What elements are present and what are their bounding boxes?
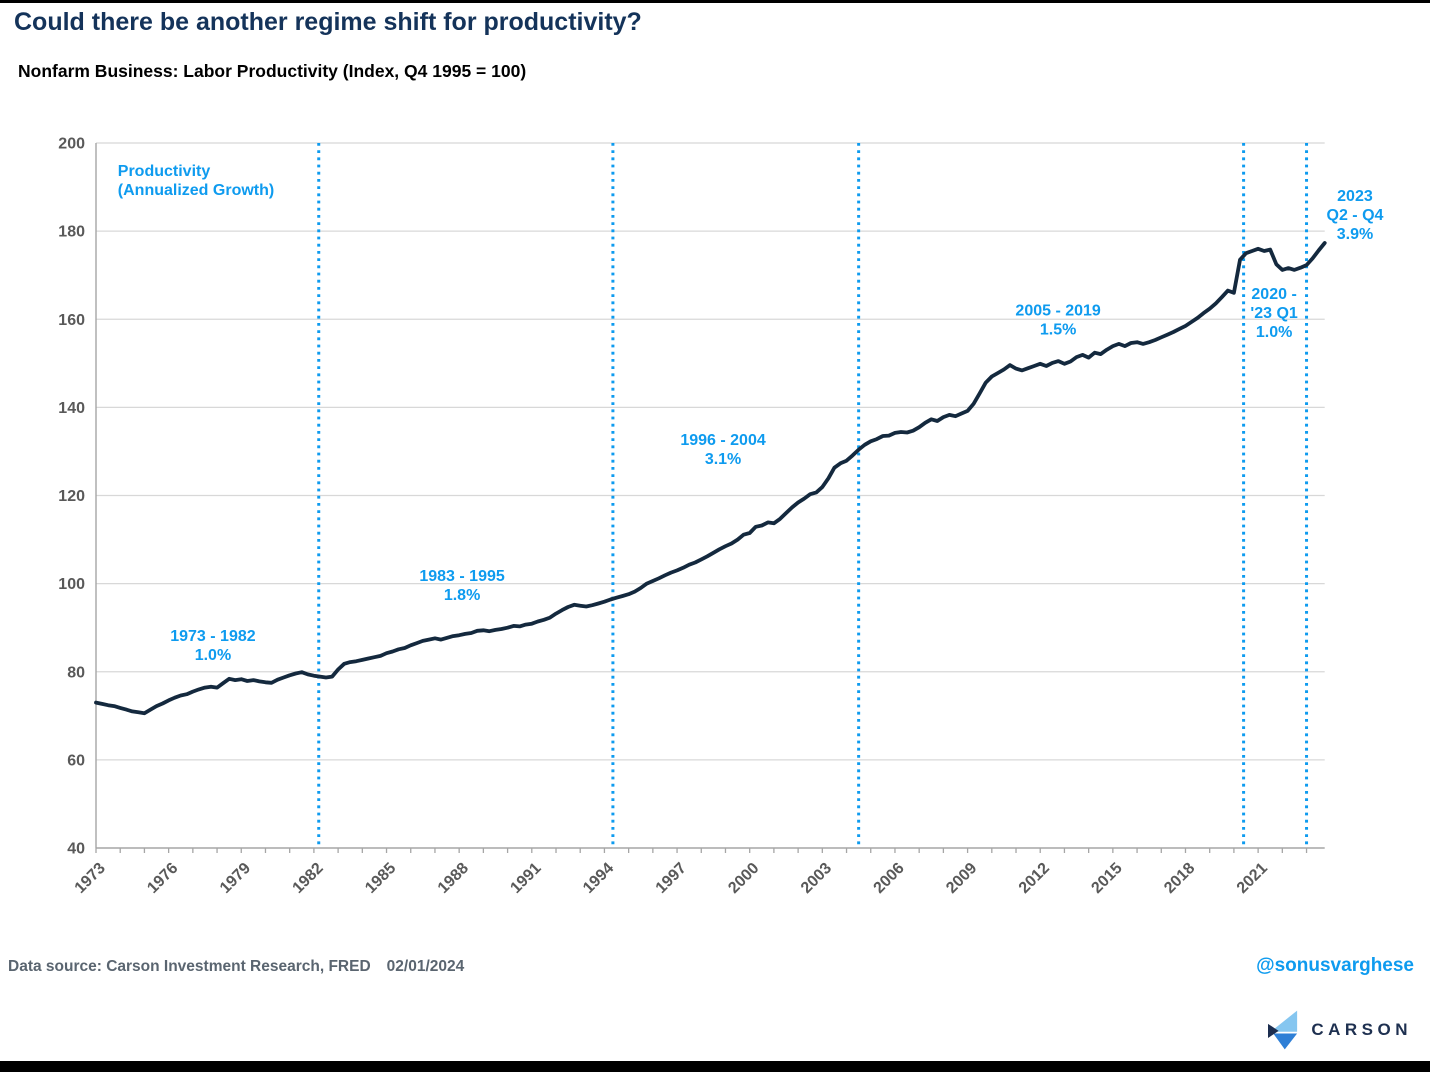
page-title: Could there be another regime shift for …	[14, 8, 642, 36]
x-tick-label: 1994	[580, 860, 617, 897]
annotation-regime-2023-q2q4: 2023 Q2 - Q4 3.9%	[1327, 188, 1384, 243]
x-tick-label: 1985	[362, 860, 399, 897]
x-tick-label: 1982	[290, 860, 327, 897]
x-tick-label: 2006	[871, 860, 908, 897]
y-tick-label: 80	[67, 664, 85, 681]
data-source-note: Data source: Carson Investment Research,…	[8, 958, 464, 976]
y-tick-label: 140	[58, 400, 85, 417]
annotation-regime-2005-2019: 2005 - 2019 1.5%	[1015, 303, 1101, 339]
y-tick-label: 200	[58, 136, 85, 153]
y-tick-label: 60	[67, 752, 85, 769]
annotation-regime-1983-1995: 1983 - 1995 1.8%	[419, 568, 505, 604]
x-tick-label: 2009	[943, 860, 980, 897]
x-tick-label: 1979	[217, 860, 254, 897]
twitter-handle: @sonusvarghese	[1256, 955, 1414, 976]
x-tick-label: 2015	[1088, 860, 1125, 897]
x-tick-label: 1991	[507, 860, 544, 897]
productivity-line-chart: 40 60 80 100 120 140 160 180 200 1973 1976 1979 1982…	[58, 136, 1384, 897]
x-tick-label: 2018	[1161, 860, 1198, 897]
y-tick-label: 100	[58, 576, 85, 593]
carson-logo-mark-icon	[1268, 1010, 1298, 1050]
top-border-bar	[0, 0, 1430, 3]
x-tick-label: 1976	[144, 860, 181, 897]
x-tick-label: 1973	[72, 860, 109, 897]
annotation-regime-1973-1982: 1973 - 1982 1.0%	[170, 628, 256, 664]
x-tick-label: 2000	[725, 860, 762, 897]
x-tick-label: 2012	[1016, 860, 1053, 897]
data-source-date: 02/01/2024	[386, 958, 465, 975]
bottom-border-bar	[0, 1061, 1430, 1072]
x-tick-label: 1997	[653, 860, 690, 897]
x-tick-label: 1988	[435, 860, 472, 897]
y-tick-label: 40	[67, 841, 85, 858]
y-tick-label: 120	[58, 488, 85, 505]
x-tick-label: 2021	[1234, 860, 1271, 897]
annotation-regime-2020-23q1: 2020 -'23 Q1 1.0%	[1250, 286, 1297, 341]
x-tick-label: 2003	[798, 860, 835, 897]
annotation-regime-1996-2004: 1996 - 2004 3.1%	[680, 432, 766, 468]
annotation-series-label: Productivity (Annualized Growth)	[118, 163, 274, 199]
chart-subtitle: Nonfarm Business: Labor Productivity (In…	[18, 61, 527, 81]
y-tick-label: 180	[58, 224, 85, 241]
carson-logo: CARSON	[1268, 1010, 1412, 1050]
productivity-line	[94, 241, 1327, 716]
carson-wordmark: CARSON	[1311, 1020, 1412, 1039]
y-tick-label: 160	[58, 312, 85, 329]
data-source-text: Data source: Carson Investment Research,…	[8, 958, 371, 975]
